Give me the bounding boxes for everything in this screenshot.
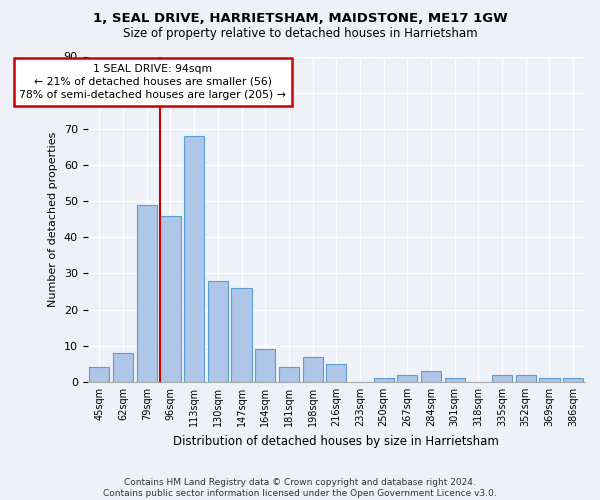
Text: Contains HM Land Registry data © Crown copyright and database right 2024.
Contai: Contains HM Land Registry data © Crown c…: [103, 478, 497, 498]
Bar: [184, 136, 204, 382]
Bar: [160, 216, 181, 382]
Bar: [492, 374, 512, 382]
Text: 1 SEAL DRIVE: 94sqm
← 21% of detached houses are smaller (56)
78% of semi-detach: 1 SEAL DRIVE: 94sqm ← 21% of detached ho…: [19, 64, 286, 100]
Text: 1, SEAL DRIVE, HARRIETSHAM, MAIDSTONE, ME17 1GW: 1, SEAL DRIVE, HARRIETSHAM, MAIDSTONE, M…: [92, 12, 508, 26]
Bar: [279, 368, 299, 382]
Bar: [563, 378, 583, 382]
Bar: [421, 371, 441, 382]
Bar: [516, 374, 536, 382]
Bar: [302, 356, 323, 382]
X-axis label: Distribution of detached houses by size in Harrietsham: Distribution of detached houses by size …: [173, 434, 499, 448]
Bar: [445, 378, 465, 382]
Y-axis label: Number of detached properties: Number of detached properties: [48, 132, 58, 307]
Bar: [113, 353, 133, 382]
Bar: [208, 280, 228, 382]
Bar: [397, 374, 418, 382]
Bar: [255, 350, 275, 382]
Bar: [374, 378, 394, 382]
Text: Size of property relative to detached houses in Harrietsham: Size of property relative to detached ho…: [122, 28, 478, 40]
Bar: [137, 205, 157, 382]
Bar: [89, 368, 109, 382]
Bar: [539, 378, 560, 382]
Bar: [232, 288, 251, 382]
Bar: [326, 364, 346, 382]
